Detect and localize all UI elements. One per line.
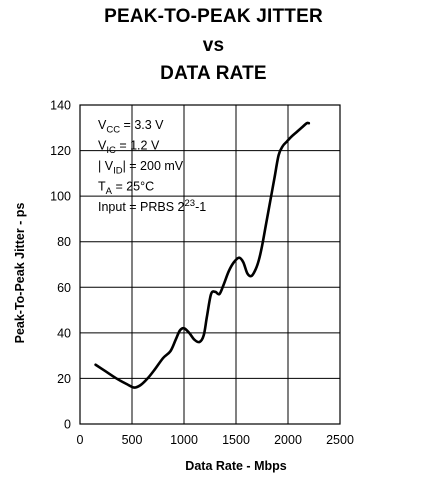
y-axis-label: Peak-To-Peak Jitter - ps: [13, 203, 27, 344]
annotation-vic: VIC = 1.2 V: [98, 139, 160, 157]
annotation-vid: | VID| = 200 mV: [98, 159, 184, 177]
x-tick-label: 1000: [170, 433, 198, 447]
grid: [80, 105, 340, 424]
y-tick-label: 40: [57, 326, 71, 340]
series-group: [94, 121, 311, 389]
chart-title-line-2: vs: [202, 35, 225, 56]
x-tick-label: 0: [77, 433, 84, 447]
annotation-vcc: VCC = 3.3 V: [98, 118, 164, 136]
y-tick-label: 0: [64, 418, 71, 432]
axes: 0 500 1000 1500 2000 2500 0 20 40 60 80 100 120 140: [50, 99, 354, 448]
y-tick-label: 80: [57, 235, 71, 249]
x-tick-label: 500: [122, 433, 143, 447]
y-tick-label: 20: [57, 372, 71, 386]
y-tick-label: 60: [57, 281, 71, 295]
chart-title-line-1: PEAK-TO-PEAK JITTER: [104, 6, 323, 27]
condition-annotations: VCC = 3.3 V VIC = 1.2 V | VID| = 200 mV TA …: [98, 118, 206, 214]
plot-frame: [79, 104, 341, 425]
y-tick-label: 140: [50, 99, 71, 113]
x-tick-label: 2000: [274, 433, 302, 447]
x-tick-label: 2500: [326, 433, 354, 447]
annotation-input: Input = PRBS 223-1: [98, 198, 206, 214]
x-axis-label: Data Rate - Mbps: [185, 459, 286, 473]
annotation-ta: TA = 25°C: [98, 180, 154, 198]
x-tick-label: 1500: [222, 433, 250, 447]
y-tick-label: 100: [50, 190, 71, 204]
chart-title-line-3: DATA RATE: [160, 63, 267, 84]
y-tick-label: 120: [50, 144, 71, 158]
series-line: [94, 121, 311, 389]
